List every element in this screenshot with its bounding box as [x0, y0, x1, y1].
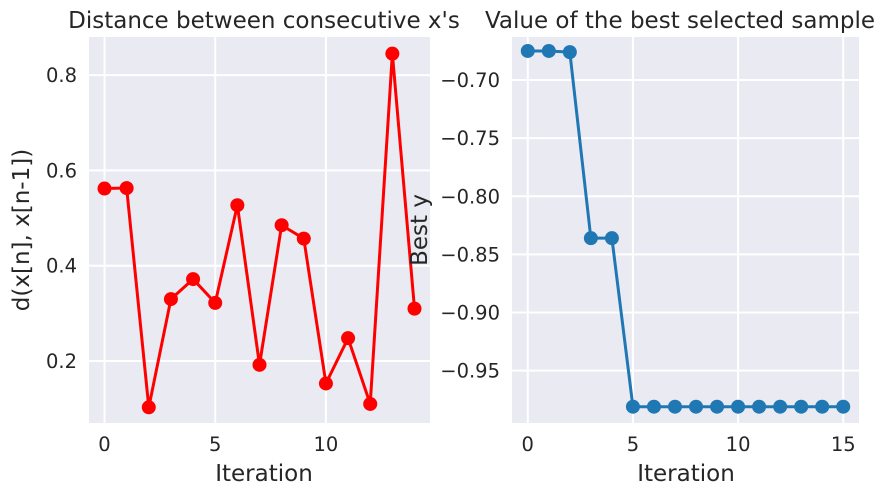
x-tick-label-best-sample: 10	[726, 433, 751, 456]
y-tick-label-best-sample: −0.90	[440, 302, 500, 325]
data-point-best-sample	[604, 231, 619, 246]
chart-title-distance: Distance between consecutive x's	[68, 8, 460, 34]
data-point-distance	[119, 181, 134, 196]
data-point-best-sample	[710, 399, 725, 414]
x-axis-label-distance: Iteration	[215, 461, 313, 487]
x-tick-labels-best-sample: 0 5 10 15	[522, 433, 856, 456]
data-point-best-sample	[541, 43, 556, 58]
series-line-best-sample	[527, 49, 844, 409]
data-point-distance	[208, 295, 223, 310]
grid-best-sample	[512, 37, 859, 423]
data-point-best-sample	[689, 399, 704, 414]
chart-best-sample: 0 5 10 15 −0.95 −0.90 −0.85 −0.80 −0.75 −0.70 Va…	[407, 8, 875, 487]
x-tick-labels-distance: 0 5 10	[98, 433, 338, 456]
y-axis-label-best-sample: Best y	[407, 194, 433, 266]
data-point-distance	[407, 301, 422, 316]
x-tick-label-best-sample: 5	[627, 433, 639, 456]
y-tick-label-distance: 0.4	[46, 255, 77, 278]
grid-distance	[89, 37, 430, 423]
y-tick-label-distance: 0.6	[46, 159, 77, 182]
series-line-best-sample	[527, 49, 844, 409]
data-point-best-sample	[583, 231, 598, 246]
y-tick-label-distance: 0.8	[46, 64, 77, 87]
chart-distance: 0 5 10 0.2 0.4 0.6 0.8 Distance between conse…	[9, 8, 460, 487]
y-tick-label-best-sample: −0.70	[440, 69, 500, 92]
data-point-distance	[341, 331, 356, 346]
x-tick-label-distance: 10	[314, 433, 339, 456]
x-tick-label-best-sample: 15	[831, 433, 856, 456]
x-axis-label-best-sample: Iteration	[637, 461, 735, 487]
data-point-distance	[186, 272, 201, 287]
data-point-best-sample	[731, 399, 746, 414]
y-tick-label-best-sample: −0.75	[440, 127, 500, 150]
data-point-best-sample	[520, 43, 535, 58]
chart-title-best-sample: Value of the best selected sample	[485, 8, 875, 34]
data-point-distance	[363, 396, 378, 411]
y-tick-label-best-sample: −0.95	[440, 360, 500, 383]
y-tick-labels-best-sample: −0.95 −0.90 −0.85 −0.80 −0.75 −0.70	[440, 69, 500, 383]
y-tick-label-distance: 0.2	[46, 350, 77, 373]
data-point-best-sample	[752, 399, 767, 414]
x-tick-label-distance: 5	[209, 433, 221, 456]
data-point-distance	[163, 292, 178, 307]
x-tick-label-best-sample: 0	[522, 433, 534, 456]
data-point-distance	[141, 400, 156, 415]
plot-area-best-sample	[512, 37, 859, 423]
y-axis-label-distance: d(x[n], x[n-1])	[9, 149, 35, 311]
y-tick-labels-distance: 0.2 0.4 0.6 0.8	[46, 64, 77, 373]
data-point-distance	[296, 231, 311, 246]
data-point-best-sample	[815, 399, 830, 414]
data-point-best-sample	[773, 399, 788, 414]
data-point-distance	[274, 218, 289, 233]
data-point-best-sample	[836, 399, 851, 414]
data-point-distance	[252, 357, 267, 372]
data-point-best-sample	[667, 399, 682, 414]
data-point-best-sample	[646, 399, 661, 414]
data-point-best-sample	[562, 45, 577, 60]
data-point-distance	[318, 376, 333, 391]
data-point-distance	[97, 181, 112, 196]
data-point-distance	[385, 46, 400, 61]
series-points-distance	[97, 46, 422, 415]
x-tick-label-distance: 0	[98, 433, 110, 456]
y-tick-label-best-sample: −0.80	[440, 185, 500, 208]
data-point-distance	[230, 198, 245, 213]
y-tick-label-best-sample: −0.85	[440, 243, 500, 266]
data-point-best-sample	[794, 399, 809, 414]
data-point-best-sample	[625, 399, 640, 414]
series-points-best-sample	[520, 43, 851, 414]
